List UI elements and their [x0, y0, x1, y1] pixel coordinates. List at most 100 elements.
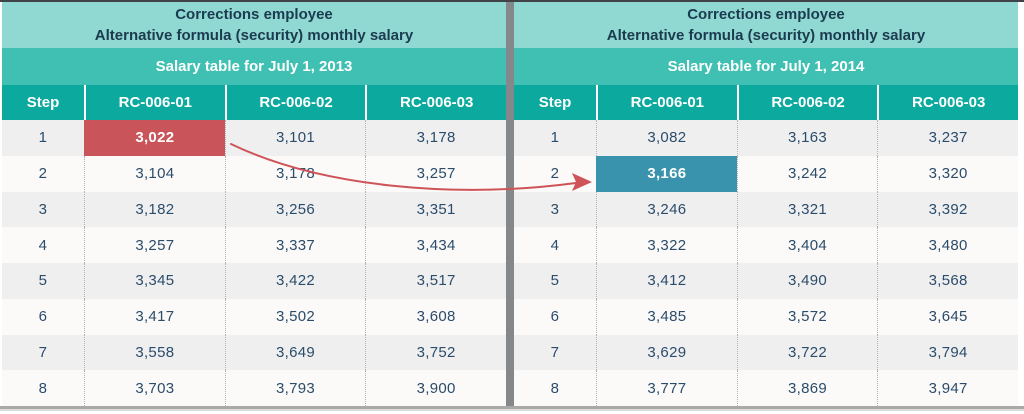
salary-table-2013: Corrections employee Alternative formula… — [2, 2, 506, 406]
column-header-rc-006-01: RC-006-01 — [84, 85, 225, 120]
step-cell: 6 — [38, 308, 48, 326]
salary-cell: 3,793 — [224, 370, 366, 406]
salary-cell: 3,572 — [736, 298, 878, 335]
salary-cell: 3,404 — [736, 227, 878, 263]
salary-cell: 3,417 — [84, 298, 225, 335]
salary-cell: 3,490 — [736, 263, 878, 299]
table-row: 7 3,558 3,649 3,752 — [2, 334, 506, 371]
table-row: 5 3,345 3,422 3,517 — [2, 263, 506, 299]
bottom-border-line — [0, 406, 1024, 411]
table-row: 3 3,246 3,321 3,392 — [514, 191, 1018, 228]
salary-cell: 3,256 — [224, 191, 366, 228]
salary-cell: 3,246 — [596, 191, 737, 228]
salary-cell: 3,629 — [596, 334, 737, 371]
salary-cell: 3,703 — [84, 370, 225, 406]
salary-cell: 3,182 — [84, 191, 225, 228]
table-title-2014: Corrections employee Alternative formula… — [514, 2, 1018, 48]
salary-cell: 3,082 — [596, 120, 737, 156]
salary-cell: 3,608 — [365, 298, 506, 335]
table-row: 4 3,257 3,337 3,434 — [2, 227, 506, 263]
salary-cell: 3,163 — [736, 120, 878, 156]
salary-cell: 3,649 — [224, 334, 366, 371]
step-cell: 2 — [38, 165, 48, 183]
salary-cell: 3,237 — [877, 120, 1018, 156]
table-row: 8 3,777 3,869 3,947 — [514, 370, 1018, 406]
table-row: 2 3,104 3,178 3,257 — [2, 155, 506, 192]
salary-cell: 3,645 — [877, 298, 1018, 335]
table-body: 1 3,082 3,163 3,237 2 3,166 3,242 3,320 3 3,246 3,… — [514, 120, 1018, 406]
salary-cell: 3,337 — [224, 227, 366, 263]
step-cell: 7 — [550, 343, 560, 361]
salary-cell: 3,485 — [596, 298, 737, 335]
table-row: 1 3,022 3,101 3,178 — [2, 120, 506, 156]
table-row: 8 3,703 3,793 3,900 — [2, 370, 506, 406]
salary-cell: 3,412 — [596, 263, 737, 299]
salary-cell: 3,322 — [596, 227, 737, 263]
salary-cell: 3,101 — [224, 120, 366, 156]
salary-cell: 3,502 — [224, 298, 366, 335]
step-cell: 4 — [38, 236, 48, 254]
salary-cell: 3,900 — [365, 370, 506, 406]
table-row: 6 3,417 3,502 3,608 — [2, 298, 506, 335]
column-header-row: Step RC-006-01 RC-006-02 RC-006-03 — [2, 85, 506, 120]
salary-cell: 3,434 — [365, 227, 506, 263]
step-cell: 6 — [550, 308, 560, 326]
step-cell: 4 — [550, 236, 560, 254]
table-title-line2: Alternative formula (security) monthly s… — [94, 27, 414, 44]
column-header-row: Step RC-006-01 RC-006-02 RC-006-03 — [514, 85, 1018, 120]
column-header-rc-006-02: RC-006-02 — [736, 85, 878, 120]
step-cell: 5 — [550, 272, 560, 290]
step-cell: 7 — [38, 343, 48, 361]
salary-cell: 3,320 — [877, 155, 1018, 192]
salary-cell: 3,257 — [365, 155, 506, 192]
salary-cell: 3,777 — [596, 370, 737, 406]
column-header-step: Step — [26, 94, 60, 111]
step-cell: 2 — [550, 165, 560, 183]
column-header-rc-006-03: RC-006-03 — [877, 85, 1018, 120]
salary-cell: 3,257 — [84, 227, 225, 263]
salary-cell: 3,480 — [877, 227, 1018, 263]
column-header-rc-006-02: RC-006-02 — [224, 85, 366, 120]
step-cell: 8 — [38, 379, 48, 397]
salary-cell: 3,321 — [736, 191, 878, 228]
salary-cell: 3,178 — [365, 120, 506, 156]
column-header-rc-006-01: RC-006-01 — [596, 85, 737, 120]
table-body: 1 3,022 3,101 3,178 2 3,104 3,178 3,257 3 3,182 3,… — [2, 120, 506, 406]
salary-cell: 3,568 — [877, 263, 1018, 299]
salary-cell: 3,351 — [365, 191, 506, 228]
step-cell: 3 — [550, 200, 560, 218]
salary-cell: 3,178 — [224, 155, 366, 192]
salary-cell: 3,869 — [736, 370, 878, 406]
step-cell: 8 — [550, 379, 560, 397]
salary-cell: 3,752 — [365, 334, 506, 371]
table-row: 7 3,629 3,722 3,794 — [514, 334, 1018, 371]
table-title-line2: Alternative formula (security) monthly s… — [606, 27, 926, 44]
salary-cell: 3,722 — [736, 334, 878, 371]
step-cell: 3 — [38, 200, 48, 218]
table-title-2013: Corrections employee Alternative formula… — [2, 2, 506, 48]
salary-cell: 3,947 — [877, 370, 1018, 406]
table-title-line1: Corrections employee — [175, 6, 333, 23]
vertical-divider — [506, 2, 514, 406]
step-cell: 5 — [38, 272, 48, 290]
table-row: 2 3,166 3,242 3,320 — [514, 155, 1018, 192]
column-header-step: Step — [538, 94, 572, 111]
highlighted-salary-cell: 3,166 — [596, 155, 737, 192]
table-row: 4 3,322 3,404 3,480 — [514, 227, 1018, 263]
table-row: 1 3,082 3,163 3,237 — [514, 120, 1018, 156]
table-row: 3 3,182 3,256 3,351 — [2, 191, 506, 228]
salary-cell: 3,794 — [877, 334, 1018, 371]
column-header-rc-006-03: RC-006-03 — [365, 85, 506, 120]
step-cell: 1 — [38, 129, 48, 147]
table-subtitle-2014: Salary table for July 1, 2014 — [514, 48, 1018, 85]
highlighted-salary-cell: 3,022 — [84, 120, 225, 156]
salary-cell: 3,392 — [877, 191, 1018, 228]
salary-table-2014: Corrections employee Alternative formula… — [514, 2, 1018, 406]
step-cell: 1 — [550, 129, 560, 147]
salary-cell: 3,242 — [736, 155, 878, 192]
table-title-line1: Corrections employee — [687, 6, 845, 23]
table-subtitle-2013: Salary table for July 1, 2013 — [2, 48, 506, 85]
tables-row: Corrections employee Alternative formula… — [2, 2, 1018, 406]
top-border-line — [0, 0, 1024, 2]
